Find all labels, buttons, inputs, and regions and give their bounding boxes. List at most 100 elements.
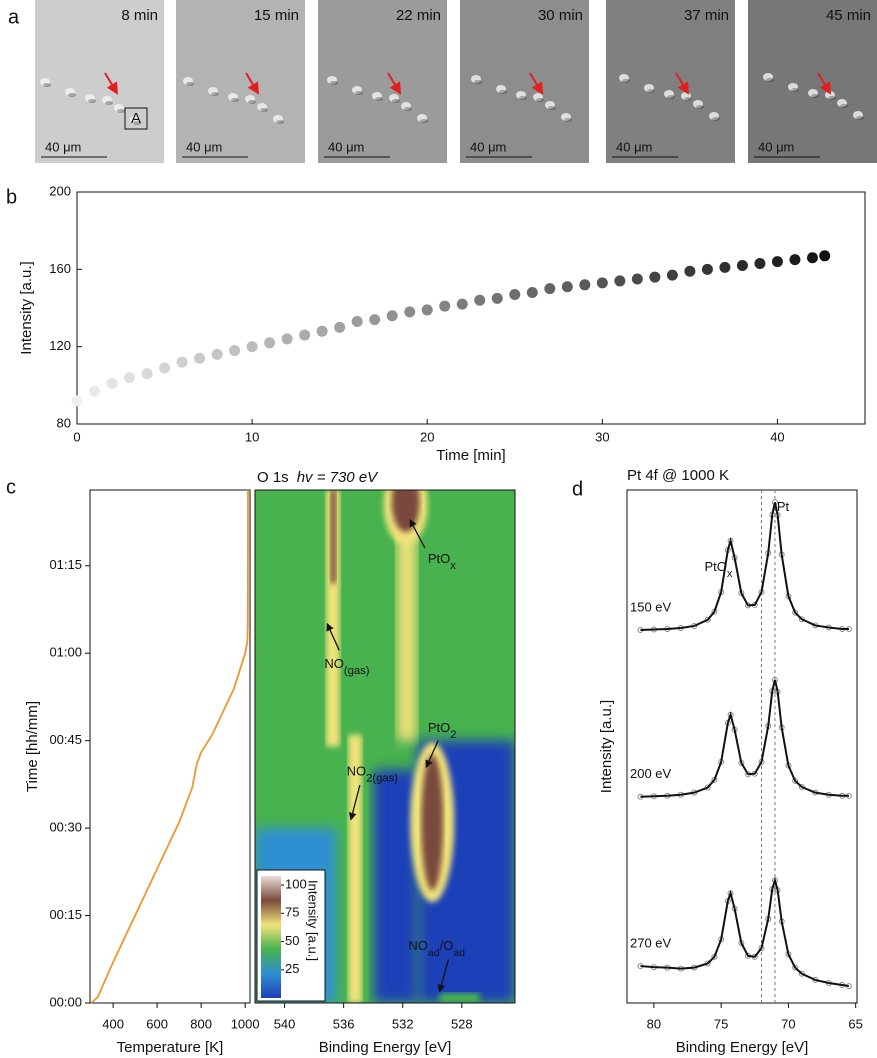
data-point xyxy=(246,341,258,353)
x-tick-label: 800 xyxy=(190,1016,212,1031)
particle-shadow xyxy=(667,95,675,99)
micrograph: 8 min 40 μm xyxy=(35,0,164,163)
arrow xyxy=(437,959,450,993)
x-axis-label: Binding Energy [eV] xyxy=(676,1039,809,1056)
y-tick-label: 160 xyxy=(49,261,71,276)
annotation: NO(gas) xyxy=(324,656,369,677)
data-point xyxy=(124,372,136,384)
particle xyxy=(644,84,654,92)
y-tick-label: 200 xyxy=(49,183,71,198)
micrograph-time: 22 min xyxy=(396,7,441,24)
particle xyxy=(352,86,362,94)
data-point xyxy=(439,300,451,312)
x-tick-label: 600 xyxy=(146,1016,168,1031)
data-point xyxy=(316,325,328,337)
data-point xyxy=(71,395,83,407)
data-point xyxy=(789,254,801,266)
data-point xyxy=(596,277,608,289)
annotation-subscript: (gas) xyxy=(344,665,370,677)
series-label: 270 eV xyxy=(630,936,672,951)
data-point xyxy=(649,271,661,283)
data-point xyxy=(631,273,643,285)
particle-shadow xyxy=(766,78,774,82)
micrograph-image xyxy=(318,0,447,163)
marker-label: A xyxy=(131,110,141,127)
heatmap-peak xyxy=(421,754,444,891)
micrograph: 15 min 40 μm xyxy=(176,0,305,163)
scale-bar-label: 40 μm xyxy=(328,139,364,154)
annotation-text: NO xyxy=(347,764,367,779)
plot-frame xyxy=(626,489,858,1004)
particle xyxy=(130,116,140,124)
data-point xyxy=(491,292,503,304)
x-tick-label: 1000 xyxy=(231,1016,260,1031)
y-tick-label: 01:00 xyxy=(49,645,82,660)
particle xyxy=(183,77,193,85)
micrograph-image xyxy=(606,0,735,163)
particle-shadow xyxy=(684,97,692,101)
particle xyxy=(693,100,703,108)
particle-shadow xyxy=(88,99,96,103)
particle xyxy=(417,114,427,122)
y-axis-label: Intensity [a.u.] xyxy=(18,261,35,354)
micrograph-image xyxy=(748,0,877,163)
x-tick-label: 75 xyxy=(714,1016,728,1031)
scale-bar-label: 40 μm xyxy=(470,139,506,154)
y-tick-label: 00:15 xyxy=(49,907,82,922)
y-tick-label: 01:15 xyxy=(49,557,82,572)
particle-shadow xyxy=(840,104,848,108)
particle-shadow xyxy=(186,82,194,86)
particle xyxy=(65,88,75,96)
data-point xyxy=(299,329,311,341)
annotation: PtOx xyxy=(428,551,456,572)
y-axis-label: Time [hh/mm] xyxy=(24,701,41,792)
data-point xyxy=(141,368,153,380)
particle xyxy=(85,94,95,102)
particle-shadow xyxy=(420,119,428,123)
micrograph-time: 30 min xyxy=(538,7,583,24)
data-marker xyxy=(792,777,799,784)
peak-label: PtOx xyxy=(704,559,732,580)
annotation-subscript: ad xyxy=(428,947,440,959)
particle xyxy=(496,85,506,93)
particle xyxy=(401,102,411,110)
particle-shadow xyxy=(68,93,76,97)
particle xyxy=(788,83,798,91)
panel-label: b xyxy=(6,186,17,208)
data-point xyxy=(89,385,101,397)
x-tick-label: 20 xyxy=(420,429,434,444)
plot-frame xyxy=(254,489,516,1004)
particle-shadow xyxy=(276,120,284,124)
arrow xyxy=(104,72,119,95)
x-axis-label: Temperature [K] xyxy=(117,1039,224,1056)
arrow xyxy=(387,72,402,95)
x-tick-label: 528 xyxy=(451,1016,473,1031)
series-label: 150 eV xyxy=(630,599,672,614)
scale-bar-label: 40 μm xyxy=(186,139,222,154)
particle xyxy=(245,95,255,103)
data-point xyxy=(229,345,241,357)
panel-label: a xyxy=(8,6,20,28)
y-tick-label: 120 xyxy=(49,338,71,353)
micrograph: 37 min 40 μm xyxy=(606,0,735,163)
particle-shadow xyxy=(712,117,720,121)
annotation-text: /O xyxy=(440,938,454,953)
data-point xyxy=(701,263,713,275)
micrograph: 45 min 40 μm xyxy=(748,0,877,163)
particle-shadow xyxy=(260,108,268,112)
particle xyxy=(372,92,382,100)
particle-shadow xyxy=(355,91,363,95)
particle-shadow xyxy=(696,105,704,109)
data-point xyxy=(456,298,468,310)
y-tick-label: 80 xyxy=(57,415,71,430)
x-tick-label: 10 xyxy=(245,429,259,444)
y-tick-label: 00:30 xyxy=(49,820,82,835)
plot-frame xyxy=(89,489,251,1004)
data-point xyxy=(334,321,346,333)
data-point xyxy=(684,265,696,277)
x-tick-label: 65 xyxy=(848,1016,862,1031)
data-marker xyxy=(798,616,805,623)
heatmap-band xyxy=(396,490,417,741)
particle xyxy=(228,93,238,101)
